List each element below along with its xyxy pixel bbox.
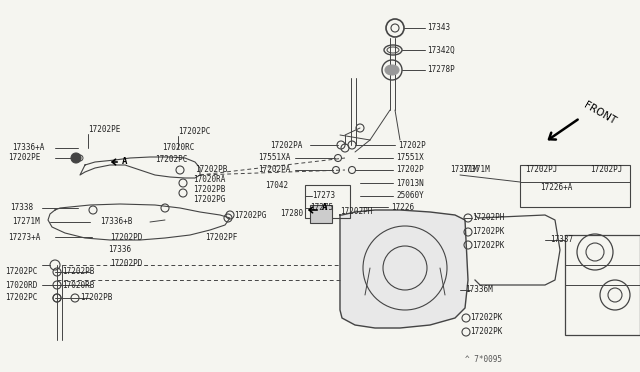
Text: 17202P: 17202P	[398, 141, 426, 150]
Polygon shape	[340, 210, 468, 328]
Text: 17371M: 17371M	[462, 166, 490, 174]
Text: 17202PA: 17202PA	[270, 141, 302, 150]
Text: 17273+A: 17273+A	[8, 232, 40, 241]
Text: 17202P: 17202P	[396, 166, 424, 174]
Text: 17202PB: 17202PB	[193, 186, 225, 195]
Text: 17202PE: 17202PE	[88, 125, 120, 135]
Text: 17336M: 17336M	[465, 285, 493, 295]
Text: 17551XA: 17551XA	[258, 154, 291, 163]
Text: 17202PG: 17202PG	[193, 196, 225, 205]
Text: 17226: 17226	[391, 202, 414, 212]
Text: 17202PK: 17202PK	[470, 314, 502, 323]
Text: ^ 7*0095: ^ 7*0095	[465, 356, 502, 365]
Text: 25060Y: 25060Y	[396, 192, 424, 201]
Ellipse shape	[385, 65, 399, 75]
Text: 17202PH: 17202PH	[472, 214, 504, 222]
Text: 17202PD: 17202PD	[110, 232, 142, 241]
Text: 17226+A: 17226+A	[540, 183, 572, 192]
Text: 17202PK: 17202PK	[472, 241, 504, 250]
Text: 17343: 17343	[427, 23, 450, 32]
Text: 17336+B: 17336+B	[100, 218, 132, 227]
Text: FRONT: FRONT	[582, 100, 618, 126]
Text: 17371M: 17371M	[450, 166, 477, 174]
Text: 17336+A: 17336+A	[12, 144, 44, 153]
Text: 17202PC: 17202PC	[5, 294, 37, 302]
Text: 17271M: 17271M	[12, 218, 40, 227]
Text: 17202PB: 17202PB	[62, 267, 94, 276]
Text: 17042: 17042	[265, 180, 288, 189]
Text: 17013N: 17013N	[396, 179, 424, 187]
Text: 17202PK: 17202PK	[472, 228, 504, 237]
Text: 17342Q: 17342Q	[427, 45, 455, 55]
Text: 17551X: 17551X	[396, 154, 424, 163]
Text: 17202PH: 17202PH	[340, 208, 372, 217]
Text: 17020RB: 17020RB	[62, 280, 94, 289]
Bar	[565, 235, 640, 335]
Text: 17202PE: 17202PE	[8, 154, 40, 163]
Text: 17202PJ: 17202PJ	[525, 166, 557, 174]
Text: 17202PG: 17202PG	[234, 211, 266, 219]
Text: 17280: 17280	[280, 208, 303, 218]
Bar	[305, 185, 350, 218]
Text: 17020RD: 17020RD	[5, 280, 37, 289]
Bar	[310, 205, 332, 223]
Bar	[520, 165, 630, 207]
Text: 17202PC: 17202PC	[155, 155, 188, 164]
Text: 17202PK: 17202PK	[470, 327, 502, 337]
Circle shape	[71, 153, 81, 163]
Text: A: A	[322, 203, 328, 212]
Text: 17273: 17273	[312, 192, 335, 201]
Text: 17202PB: 17202PB	[80, 294, 113, 302]
Text: 17020RC: 17020RC	[162, 144, 195, 153]
Text: 17202PA: 17202PA	[258, 166, 291, 174]
Text: 17278P: 17278P	[427, 65, 455, 74]
Text: 17275: 17275	[310, 203, 333, 212]
Text: 17336: 17336	[108, 246, 131, 254]
Text: 17202PC: 17202PC	[178, 128, 211, 137]
Text: 17020RA: 17020RA	[193, 176, 225, 185]
Text: 17202PF: 17202PF	[205, 232, 237, 241]
Text: 17337: 17337	[550, 235, 573, 244]
Text: A: A	[122, 157, 127, 167]
Text: 17338: 17338	[10, 203, 33, 212]
Text: 17202PB: 17202PB	[195, 166, 227, 174]
Text: 17202PC: 17202PC	[5, 267, 37, 276]
Text: 17202PD: 17202PD	[110, 259, 142, 267]
Text: 17202PJ: 17202PJ	[590, 166, 622, 174]
